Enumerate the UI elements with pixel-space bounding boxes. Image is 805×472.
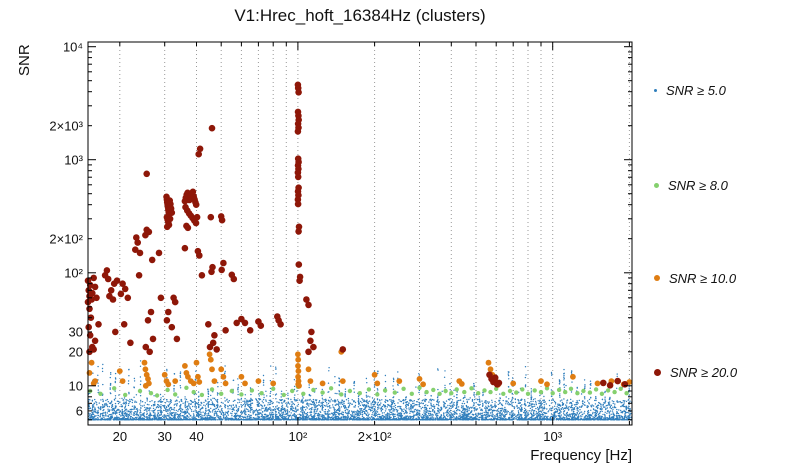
y-tick-label: 10⁴ <box>62 39 83 55</box>
y-tick-label: 30 <box>68 324 83 340</box>
legend-marker-snr-8-icon <box>654 182 659 188</box>
x-tick-label: 10³ <box>543 429 563 444</box>
y-tick-label: 10 <box>68 378 83 394</box>
x-tick-label: 10² <box>288 429 308 444</box>
chart-title: V1:Hrec_hoft_16384Hz (clusters) <box>234 6 486 25</box>
legend-entry-snr-10: SNR ≥ 10.0 <box>654 268 736 288</box>
legend-entry-snr-20: SNR ≥ 20.0 <box>654 362 737 382</box>
legend-marker-snr-20-icon <box>654 368 661 376</box>
x-tick-label: 2×10² <box>357 429 392 444</box>
y-tick-label: 6 <box>75 403 83 419</box>
legend-entry-snr-5: SNR ≥ 5.0 <box>654 80 726 100</box>
legend-marker-snr-5-icon <box>654 88 657 92</box>
y-tick-label: 10² <box>64 265 83 281</box>
legend-label-snr-10: SNR ≥ 10.0 <box>669 270 737 286</box>
legend-label-snr-5: SNR ≥ 5.0 <box>666 82 726 98</box>
y-tick-label: 2×10³ <box>49 118 83 134</box>
x-tick-label: 20 <box>112 429 128 444</box>
y-tick-label: 10³ <box>64 152 83 168</box>
y-tick-label: 20 <box>68 344 83 360</box>
y-tick-label: 2×10² <box>49 231 83 247</box>
x-tick-label: 30 <box>157 429 172 444</box>
legend: SNR ≥ 5.0 SNR ≥ 8.0 SNR ≥ 10.0 SNR ≥ 20.… <box>646 0 805 472</box>
x-axis-title: Frequency [Hz] <box>530 447 632 464</box>
legend-entry-snr-8: SNR ≥ 8.0 <box>654 175 728 195</box>
legend-label-snr-8: SNR ≥ 8.0 <box>668 177 728 193</box>
x-tick-label: 40 <box>189 429 204 444</box>
legend-label-snr-20: SNR ≥ 20.0 <box>670 364 738 380</box>
legend-marker-snr-10-icon <box>654 275 660 281</box>
